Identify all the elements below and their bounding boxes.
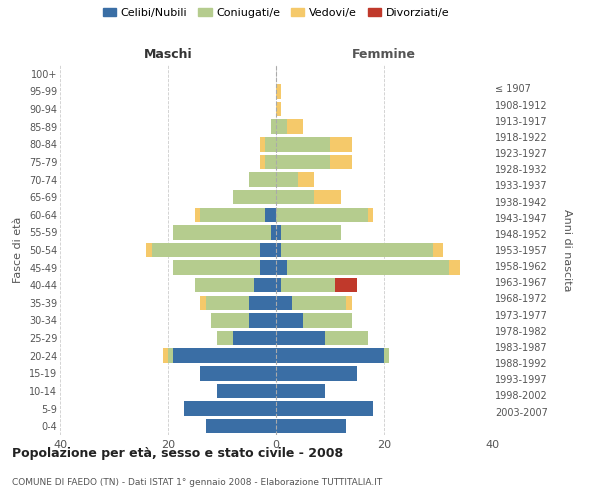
Bar bbox=[298, 172, 314, 186]
Bar bbox=[173, 348, 276, 363]
Bar bbox=[287, 120, 303, 134]
Bar bbox=[314, 190, 341, 204]
Bar bbox=[449, 260, 460, 275]
Bar bbox=[276, 402, 373, 416]
Bar bbox=[184, 402, 276, 416]
Bar bbox=[249, 314, 276, 328]
Bar bbox=[271, 120, 276, 134]
Bar bbox=[249, 172, 276, 186]
Bar bbox=[276, 84, 281, 98]
Bar bbox=[276, 384, 325, 398]
Bar bbox=[260, 137, 265, 152]
Bar bbox=[195, 208, 200, 222]
Bar bbox=[287, 260, 449, 275]
Bar bbox=[276, 366, 357, 380]
Bar bbox=[292, 296, 346, 310]
Bar bbox=[173, 260, 260, 275]
Bar bbox=[330, 154, 352, 169]
Bar bbox=[249, 296, 276, 310]
Bar bbox=[260, 260, 276, 275]
Bar bbox=[168, 348, 173, 363]
Bar bbox=[276, 331, 325, 345]
Bar bbox=[211, 314, 249, 328]
Bar bbox=[217, 384, 276, 398]
Bar bbox=[152, 243, 260, 257]
Y-axis label: Anni di nascita: Anni di nascita bbox=[562, 209, 572, 291]
Text: Popolazione per età, sesso e stato civile - 2008: Popolazione per età, sesso e stato civil… bbox=[12, 448, 343, 460]
Bar bbox=[146, 243, 152, 257]
Bar bbox=[233, 331, 276, 345]
Y-axis label: Fasce di età: Fasce di età bbox=[13, 217, 23, 283]
Bar bbox=[265, 137, 276, 152]
Bar bbox=[276, 102, 281, 117]
Bar bbox=[276, 190, 314, 204]
Bar bbox=[276, 296, 292, 310]
Bar bbox=[260, 154, 265, 169]
Bar bbox=[325, 331, 368, 345]
Bar bbox=[276, 154, 330, 169]
Bar bbox=[195, 278, 254, 292]
Bar bbox=[200, 208, 265, 222]
Bar bbox=[368, 208, 373, 222]
Bar bbox=[206, 419, 276, 434]
Bar bbox=[260, 243, 276, 257]
Bar bbox=[265, 154, 276, 169]
Bar bbox=[276, 172, 298, 186]
Bar bbox=[384, 348, 389, 363]
Bar bbox=[276, 137, 330, 152]
Bar bbox=[265, 208, 276, 222]
Bar bbox=[217, 331, 233, 345]
Bar bbox=[330, 137, 352, 152]
Bar bbox=[206, 296, 249, 310]
Bar bbox=[233, 190, 276, 204]
Text: Maschi: Maschi bbox=[143, 48, 193, 62]
Bar bbox=[276, 208, 368, 222]
Bar bbox=[335, 278, 357, 292]
Bar bbox=[276, 278, 281, 292]
Bar bbox=[271, 225, 276, 240]
Bar bbox=[254, 278, 276, 292]
Bar bbox=[276, 225, 281, 240]
Bar bbox=[346, 296, 352, 310]
Bar bbox=[303, 314, 352, 328]
Text: Femmine: Femmine bbox=[352, 48, 416, 62]
Bar bbox=[281, 278, 335, 292]
Bar bbox=[276, 348, 384, 363]
Bar bbox=[173, 225, 271, 240]
Legend: Celibi/Nubili, Coniugati/e, Vedovi/e, Divorziati/e: Celibi/Nubili, Coniugati/e, Vedovi/e, Di… bbox=[103, 8, 449, 18]
Bar bbox=[276, 419, 346, 434]
Bar bbox=[200, 366, 276, 380]
Bar bbox=[163, 348, 168, 363]
Bar bbox=[200, 296, 206, 310]
Bar bbox=[281, 225, 341, 240]
Bar bbox=[281, 243, 433, 257]
Bar bbox=[276, 260, 287, 275]
Bar bbox=[433, 243, 443, 257]
Bar bbox=[276, 243, 281, 257]
Bar bbox=[276, 120, 287, 134]
Text: COMUNE DI FAEDO (TN) - Dati ISTAT 1° gennaio 2008 - Elaborazione TUTTITALIA.IT: COMUNE DI FAEDO (TN) - Dati ISTAT 1° gen… bbox=[12, 478, 382, 487]
Bar bbox=[276, 314, 303, 328]
